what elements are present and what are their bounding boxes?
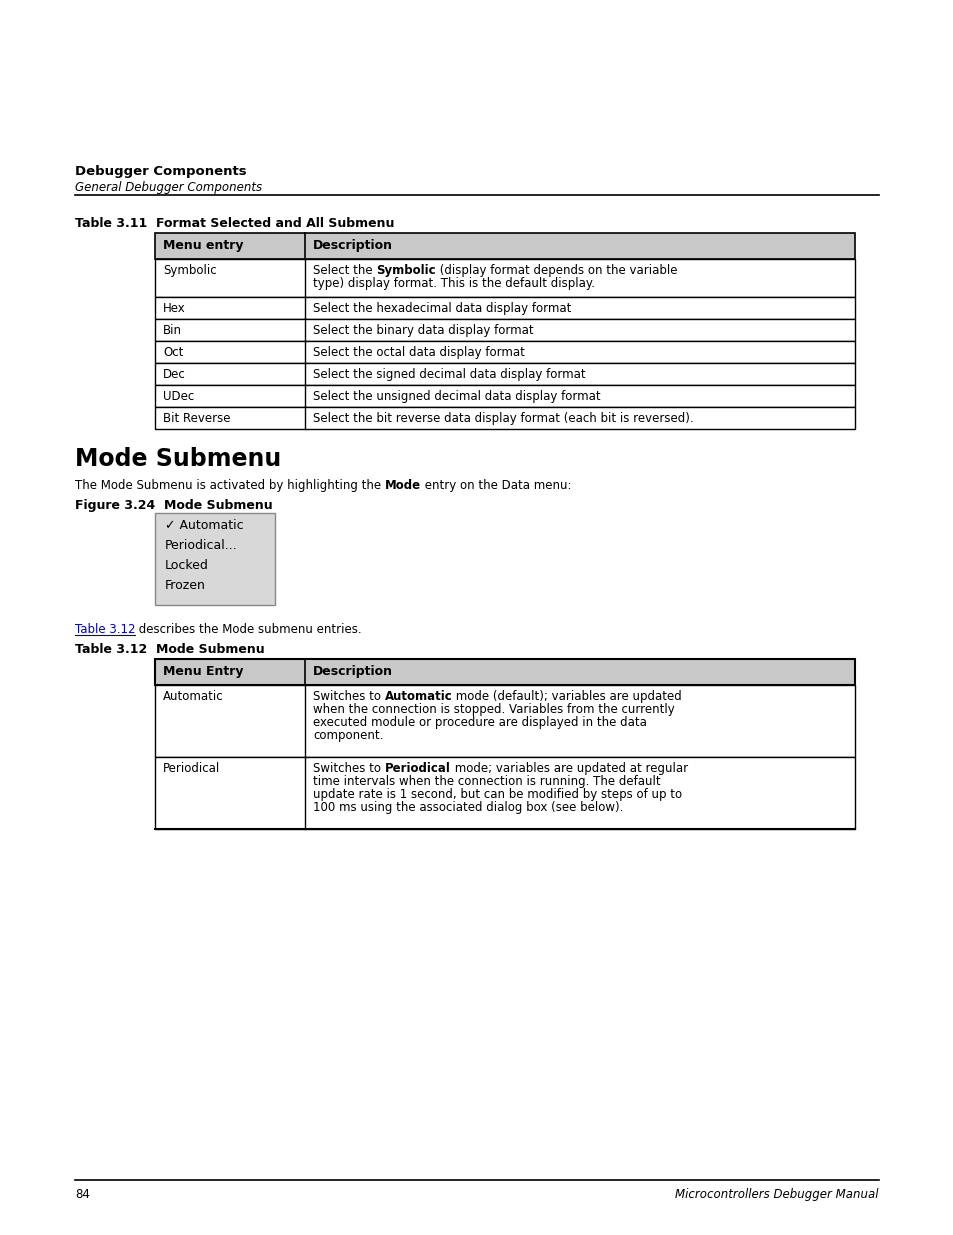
- Text: Select the octal data display format: Select the octal data display format: [313, 346, 524, 359]
- Text: Switches to: Switches to: [313, 690, 384, 703]
- Bar: [154, 341, 854, 363]
- Text: executed module or procedure are displayed in the data: executed module or procedure are display…: [313, 716, 646, 729]
- Text: 84: 84: [75, 1188, 90, 1200]
- Bar: [154, 363, 854, 385]
- Text: Select the bit reverse data display format (each bit is reversed).: Select the bit reverse data display form…: [313, 412, 693, 425]
- Text: Oct: Oct: [163, 346, 183, 359]
- Text: Table 3.12  Mode Submenu: Table 3.12 Mode Submenu: [75, 643, 264, 656]
- Bar: [154, 259, 854, 296]
- Text: entry on the Data menu:: entry on the Data menu:: [420, 479, 571, 492]
- Text: Figure 3.24  Mode Submenu: Figure 3.24 Mode Submenu: [75, 499, 273, 513]
- Text: The Mode Submenu is activated by highlighting the: The Mode Submenu is activated by highlig…: [75, 479, 384, 492]
- Text: Dec: Dec: [163, 368, 186, 382]
- Bar: [154, 385, 854, 408]
- Text: Locked: Locked: [165, 559, 209, 572]
- Text: component.: component.: [313, 729, 383, 742]
- Bar: [154, 659, 854, 685]
- Text: Periodical: Periodical: [163, 762, 220, 776]
- Text: Description: Description: [313, 240, 393, 252]
- Text: Select the hexadecimal data display format: Select the hexadecimal data display form…: [313, 303, 571, 315]
- Bar: [154, 757, 854, 829]
- Text: Menu Entry: Menu Entry: [163, 664, 243, 678]
- Bar: [154, 296, 854, 319]
- Bar: [154, 685, 854, 757]
- Text: Select the binary data display format: Select the binary data display format: [313, 324, 533, 337]
- Text: Menu entry: Menu entry: [163, 240, 243, 252]
- Text: Debugger Components: Debugger Components: [75, 165, 247, 178]
- Bar: [154, 513, 274, 605]
- Bar: [154, 408, 854, 429]
- Text: Mode Submenu: Mode Submenu: [75, 447, 281, 471]
- Bar: [154, 233, 854, 259]
- Bar: [154, 319, 854, 341]
- Text: Table 3.12: Table 3.12: [75, 622, 135, 636]
- Text: Mode: Mode: [384, 479, 420, 492]
- Text: (display format depends on the variable: (display format depends on the variable: [436, 264, 677, 277]
- Text: type) display format. This is the default display.: type) display format. This is the defaul…: [313, 277, 595, 290]
- Text: Automatic: Automatic: [163, 690, 223, 703]
- Text: Bin: Bin: [163, 324, 182, 337]
- Text: describes the Mode submenu entries.: describes the Mode submenu entries.: [135, 622, 362, 636]
- Text: Description: Description: [313, 664, 393, 678]
- Text: 100 ms using the associated dialog box (see below).: 100 ms using the associated dialog box (…: [313, 802, 622, 814]
- Text: ✓ Automatic: ✓ Automatic: [165, 519, 243, 532]
- Text: time intervals when the connection is running. The default: time intervals when the connection is ru…: [313, 776, 659, 788]
- Text: Microcontrollers Debugger Manual: Microcontrollers Debugger Manual: [675, 1188, 878, 1200]
- Text: Select the signed decimal data display format: Select the signed decimal data display f…: [313, 368, 585, 382]
- Text: General Debugger Components: General Debugger Components: [75, 182, 262, 194]
- Text: Select the unsigned decimal data display format: Select the unsigned decimal data display…: [313, 390, 600, 403]
- Text: Frozen: Frozen: [165, 579, 206, 592]
- Text: Periodical...: Periodical...: [165, 538, 237, 552]
- Text: when the connection is stopped. Variables from the currently: when the connection is stopped. Variable…: [313, 703, 674, 716]
- Text: Select the: Select the: [313, 264, 376, 277]
- Text: Periodical: Periodical: [384, 762, 450, 776]
- Text: mode; variables are updated at regular: mode; variables are updated at regular: [450, 762, 687, 776]
- Text: update rate is 1 second, but can be modified by steps of up to: update rate is 1 second, but can be modi…: [313, 788, 681, 802]
- Text: Automatic: Automatic: [384, 690, 452, 703]
- Text: mode (default); variables are updated: mode (default); variables are updated: [452, 690, 681, 703]
- Text: Symbolic: Symbolic: [376, 264, 436, 277]
- Text: Hex: Hex: [163, 303, 186, 315]
- Text: Symbolic: Symbolic: [163, 264, 216, 277]
- Text: Switches to: Switches to: [313, 762, 384, 776]
- Text: Table 3.11  Format Selected and All Submenu: Table 3.11 Format Selected and All Subme…: [75, 217, 394, 230]
- Text: UDec: UDec: [163, 390, 194, 403]
- Text: Bit Reverse: Bit Reverse: [163, 412, 231, 425]
